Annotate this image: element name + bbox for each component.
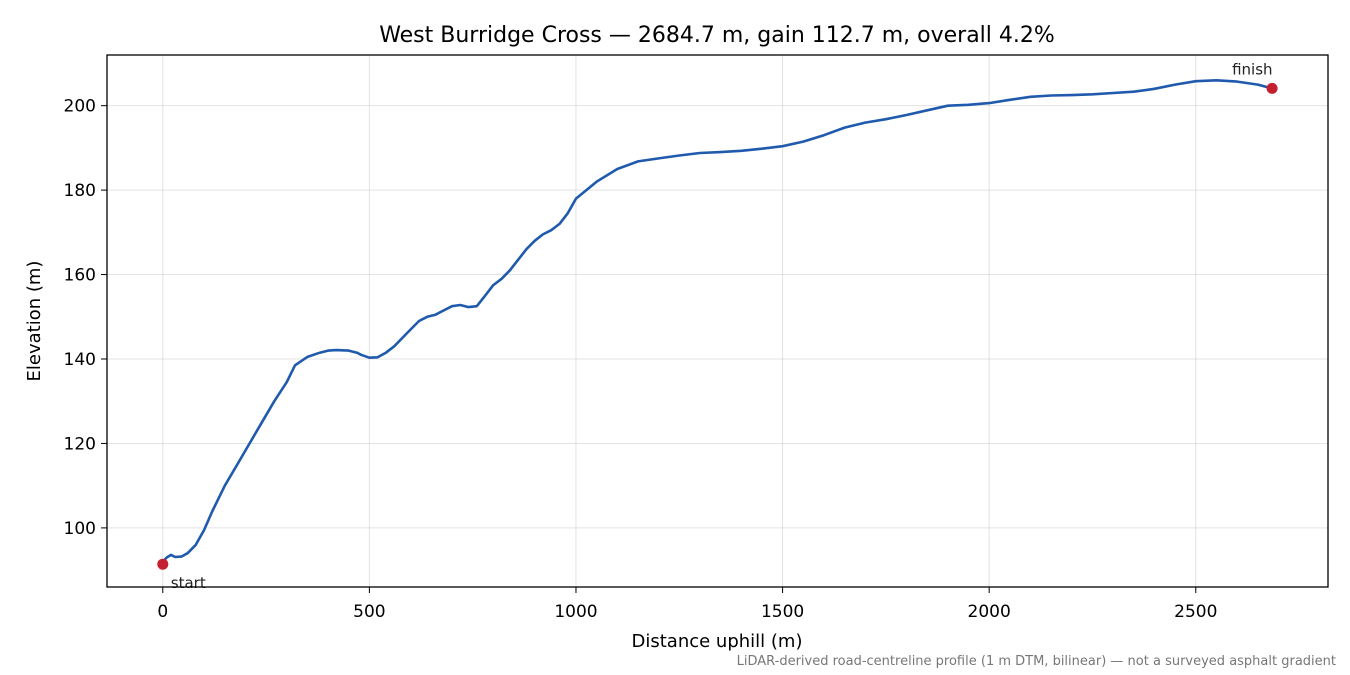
y-tick-label: 200: [64, 97, 96, 117]
footnote: LiDAR-derived road-centreline profile (1…: [737, 654, 1336, 669]
ticks-layer: 0 500 1000 1500 2000 2500 100 120 140 160 180 200: [64, 97, 1218, 622]
y-tick-label: 180: [64, 181, 96, 201]
x-tick-label: 1000: [554, 602, 597, 622]
series-layer: [161, 79, 1274, 564]
finish-marker: [1266, 82, 1278, 94]
x-tick-label: 1500: [761, 602, 804, 622]
start-label: start: [171, 574, 206, 592]
x-tick-label: 2500: [1174, 602, 1217, 622]
x-tick-label: 2000: [968, 602, 1011, 622]
y-tick-label: 100: [64, 519, 96, 539]
y-tick-label: 120: [64, 434, 96, 454]
x-axis-label: Distance uphill (m): [632, 631, 803, 652]
y-axis-label: Elevation (m): [24, 261, 45, 382]
grid-layer: [107, 55, 1328, 587]
finish-label: finish: [1232, 60, 1272, 78]
elevation-line: [161, 79, 1274, 564]
chart-title: West Burridge Cross — 2684.7 m, gain 112…: [379, 23, 1055, 48]
x-tick-label: 0: [157, 602, 168, 622]
x-tick-label: 500: [353, 602, 385, 622]
y-tick-label: 140: [64, 350, 96, 370]
marker-layer: start finish: [157, 60, 1278, 592]
y-tick-label: 160: [64, 266, 96, 286]
start-marker: [157, 558, 169, 570]
plot-frame: [106, 54, 1329, 588]
